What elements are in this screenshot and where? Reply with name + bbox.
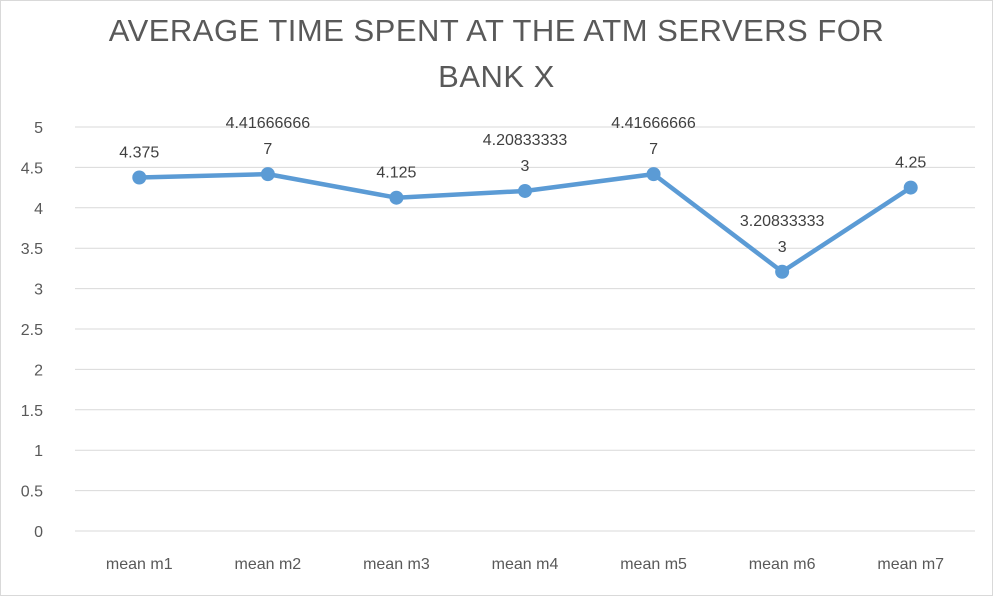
- data-label: 3: [521, 158, 530, 175]
- y-tick-label: 2.5: [21, 322, 43, 339]
- x-tick-label: mean m5: [620, 556, 687, 573]
- data-label: 7: [263, 141, 272, 158]
- y-tick-label: 1: [34, 443, 43, 460]
- data-label: 3.20833333: [740, 213, 825, 230]
- chart-title-line-1: AVERAGE TIME SPENT AT THE ATM SERVERS FO…: [108, 13, 885, 48]
- data-point: [389, 190, 404, 205]
- data-label: 4.125: [376, 165, 416, 182]
- data-point: [518, 183, 532, 198]
- y-tick-label: 1.5: [21, 403, 43, 420]
- gridlines: [75, 126, 975, 532]
- y-tick-label: 4: [34, 201, 43, 218]
- data-label: 4.375: [119, 145, 159, 162]
- series-group: [132, 167, 918, 279]
- x-tick-label: mean m7: [877, 556, 944, 573]
- y-tick-label: 4.5: [21, 160, 43, 177]
- data-point: [775, 264, 790, 279]
- y-tick-label: 2: [34, 362, 43, 379]
- x-tick-label: mean m4: [492, 556, 559, 573]
- data-label: 4.41666666: [611, 115, 696, 132]
- data-label: 7: [649, 141, 658, 158]
- data-label: 4.20833333: [483, 132, 568, 149]
- y-axis-ticks: 0 0.5 1 1.5 2 2.5 3 3.5 4 4.5 5: [21, 120, 43, 541]
- x-tick-label: mean m3: [363, 556, 430, 573]
- x-axis-ticks: mean m1 mean m2 mean m3 mean m4 mean m5 mean …: [106, 556, 944, 573]
- y-tick-label: 3.5: [21, 241, 43, 258]
- y-tick-label: 0: [34, 524, 43, 541]
- data-point: [260, 167, 275, 182]
- data-label: 4.41666666: [226, 115, 311, 132]
- x-tick-label: mean m6: [749, 556, 816, 573]
- chart-title-line-2: BANK X: [438, 59, 555, 94]
- data-point: [903, 180, 918, 195]
- data-label: 4.25: [895, 155, 926, 172]
- chart-title: AVERAGE TIME SPENT AT THE ATM SERVERS FO…: [0, 8, 993, 100]
- data-point: [646, 167, 661, 182]
- data-label: 3: [778, 239, 787, 256]
- y-tick-label: 5: [34, 120, 43, 137]
- data-point: [132, 170, 147, 185]
- x-tick-label: mean m1: [106, 556, 173, 573]
- y-tick-label: 0.5: [21, 484, 43, 501]
- data-labels: 4.375 4.41666666 7 4.125 4.20833333 3 4.416666…: [119, 115, 926, 256]
- x-tick-label: mean m2: [235, 556, 302, 573]
- y-tick-label: 3: [34, 282, 43, 299]
